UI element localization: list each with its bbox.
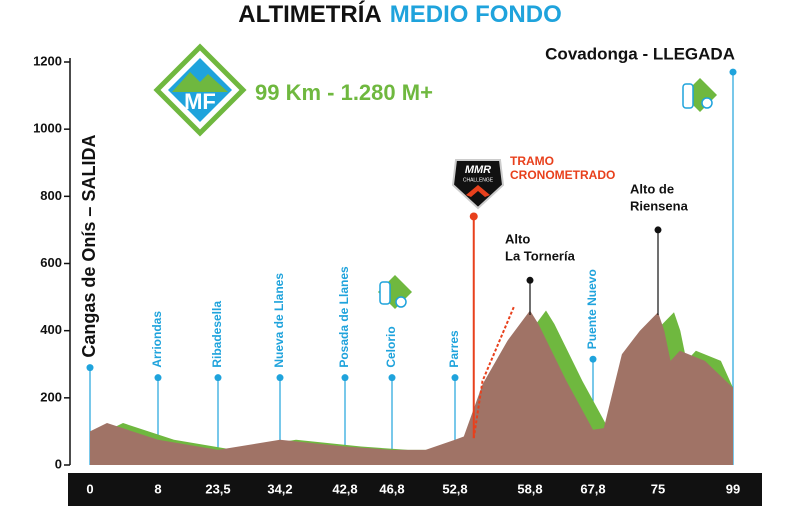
x-tick-label: 34,2 [267,481,292,496]
waypoint-label: Puente Nuevo [585,269,599,349]
x-tick-label: 58,8 [517,481,542,496]
y-tick-label: 600 [40,255,62,270]
chart-title: ALTIMETRÍA MEDIO FONDO [238,0,562,28]
timed-climb [472,306,515,439]
x-tick-label: 42,8 [332,481,357,496]
waypoint-label: Nueva de Llanes [272,273,286,368]
y-tick-label: 200 [40,389,62,404]
summit-pin [526,276,534,284]
x-tick-label: 52,8 [442,481,467,496]
pin [589,355,597,363]
summit-label: La Tornería [505,249,576,264]
y-tick-label: 1000 [33,121,62,136]
x-tick-label: 67,8 [580,481,605,496]
logo-brand: MMR [465,164,491,176]
pin [154,374,162,382]
food-icon [378,275,412,309]
x-axis-bar [68,473,762,506]
x-tick-label: 23,5 [205,481,230,496]
waypoint-label: Cangas de Onís – SALIDA [79,135,99,358]
x-tick-label: 0 [86,481,93,496]
summit-pin [654,226,662,234]
waypoint-label: Celorio [384,326,398,367]
waypoint-label: Arriondas [150,311,164,368]
summit-label: Riensena [630,198,689,213]
waypoint-label: Covadonga - LLEGADA [545,45,735,64]
x-tick-label: 99 [726,481,740,496]
pin [451,374,459,382]
x-tick-label: 75 [651,481,665,496]
waypoint-label: Ribadesella [210,301,224,368]
profile-area [90,310,733,465]
title-part: MEDIO FONDO [390,1,562,28]
x-tick-label: 8 [154,481,161,496]
summit-label: Alto [505,232,530,247]
summit-label: Alto de [630,181,674,196]
pin [341,374,349,382]
timed-label: TRAMO [510,154,554,168]
waypoint-label: Posada de Llanes [337,266,351,368]
y-tick-label: 0 [55,456,62,471]
timing-logo: MMR CHALLENGE [451,159,505,210]
pin [276,374,284,382]
plot [89,72,734,465]
pin [214,374,222,382]
pin [729,68,737,76]
pin [388,374,396,382]
y-tick-label: 1200 [33,53,62,68]
mf-logo: MF [153,43,247,137]
subtitle: 99 Km - 1.280 M+ [255,80,433,105]
food-icon [682,78,717,112]
pin [86,364,94,372]
logo-text: MF [184,89,216,114]
timed-label: CRONOMETRADO [510,168,615,182]
logo-sub: CHALLENGE [463,177,494,183]
waypoint-label: Parres [447,330,461,368]
timed-pin [469,212,478,221]
y-tick-label: 800 [40,188,62,203]
y-tick-label: 400 [40,322,62,337]
title-part: ALTIMETRÍA [238,0,382,28]
x-tick-label: 46,8 [379,481,404,496]
